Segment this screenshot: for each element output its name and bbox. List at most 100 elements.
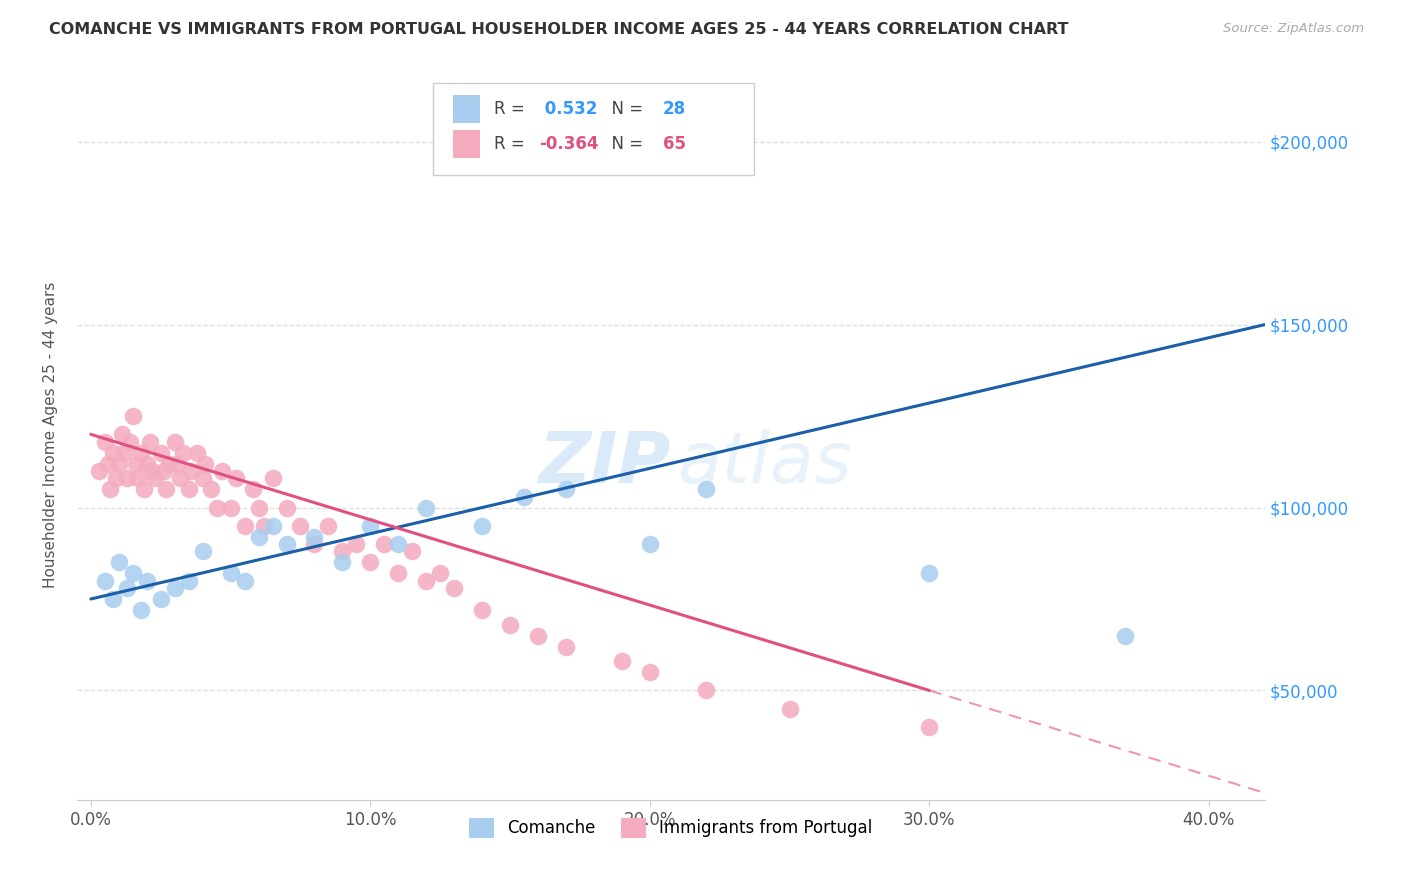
- Point: [157, 457, 180, 471]
- Point: [138, 434, 160, 449]
- Point: [97, 457, 120, 471]
- Point: [124, 457, 146, 471]
- Point: [211, 464, 233, 478]
- Point: [141, 464, 163, 478]
- Point: [262, 518, 284, 533]
- Point: [332, 555, 354, 569]
- Point: [115, 581, 138, 595]
- Point: [471, 603, 494, 617]
- Point: [191, 544, 214, 558]
- Point: [332, 544, 354, 558]
- Point: [155, 482, 177, 496]
- Point: [276, 537, 298, 551]
- Point: [186, 445, 208, 459]
- Point: [359, 518, 381, 533]
- Point: [290, 518, 312, 533]
- Point: [129, 603, 152, 617]
- Point: [118, 434, 141, 449]
- Point: [638, 665, 661, 680]
- Point: [121, 409, 143, 423]
- Point: [112, 445, 135, 459]
- Point: [135, 574, 157, 588]
- Point: [100, 482, 122, 496]
- Text: -0.364: -0.364: [538, 135, 599, 153]
- Text: Source: ZipAtlas.com: Source: ZipAtlas.com: [1223, 22, 1364, 36]
- Point: [163, 434, 186, 449]
- Point: [918, 720, 941, 734]
- Point: [695, 683, 717, 698]
- Point: [191, 471, 214, 485]
- Point: [149, 445, 172, 459]
- Point: [233, 518, 256, 533]
- Point: [242, 482, 264, 496]
- Point: [115, 471, 138, 485]
- Point: [373, 537, 395, 551]
- Point: [172, 445, 194, 459]
- Point: [247, 500, 270, 515]
- Point: [344, 537, 367, 551]
- Point: [225, 471, 247, 485]
- Point: [527, 629, 550, 643]
- Point: [401, 544, 423, 558]
- Point: [638, 537, 661, 551]
- Point: [513, 490, 536, 504]
- Text: N =: N =: [600, 100, 648, 118]
- Point: [107, 555, 129, 569]
- Point: [89, 464, 111, 478]
- Point: [149, 592, 172, 607]
- Text: COMANCHE VS IMMIGRANTS FROM PORTUGAL HOUSEHOLDER INCOME AGES 25 - 44 YEARS CORRE: COMANCHE VS IMMIGRANTS FROM PORTUGAL HOU…: [49, 22, 1069, 37]
- Point: [121, 566, 143, 581]
- Point: [219, 566, 242, 581]
- Point: [135, 457, 157, 471]
- Point: [415, 500, 437, 515]
- Point: [132, 482, 155, 496]
- Point: [610, 654, 633, 668]
- Point: [110, 427, 132, 442]
- Point: [233, 574, 256, 588]
- Point: [1114, 629, 1136, 643]
- Point: [94, 574, 117, 588]
- Text: 0.532: 0.532: [538, 100, 598, 118]
- Point: [387, 537, 409, 551]
- Point: [499, 617, 522, 632]
- Point: [152, 464, 174, 478]
- Point: [262, 471, 284, 485]
- Point: [163, 581, 186, 595]
- Point: [200, 482, 222, 496]
- Point: [429, 566, 451, 581]
- Point: [129, 445, 152, 459]
- Text: 65: 65: [662, 135, 686, 153]
- Point: [276, 500, 298, 515]
- Text: ZIP: ZIP: [538, 429, 671, 498]
- Point: [779, 702, 801, 716]
- Text: R =: R =: [494, 100, 530, 118]
- Point: [415, 574, 437, 588]
- Point: [127, 471, 149, 485]
- Text: N =: N =: [600, 135, 648, 153]
- Point: [318, 518, 340, 533]
- Point: [103, 445, 125, 459]
- Point: [443, 581, 465, 595]
- Point: [555, 640, 578, 654]
- Point: [105, 471, 128, 485]
- Text: 28: 28: [662, 100, 686, 118]
- Point: [143, 471, 166, 485]
- Legend: Comanche, Immigrants from Portugal: Comanche, Immigrants from Portugal: [463, 811, 879, 845]
- Point: [177, 574, 200, 588]
- FancyBboxPatch shape: [454, 95, 479, 123]
- Y-axis label: Householder Income Ages 25 - 44 years: Householder Income Ages 25 - 44 years: [44, 281, 58, 588]
- Point: [471, 518, 494, 533]
- Point: [555, 482, 578, 496]
- Point: [304, 537, 326, 551]
- Point: [194, 457, 217, 471]
- Point: [219, 500, 242, 515]
- Point: [177, 482, 200, 496]
- Point: [387, 566, 409, 581]
- Point: [103, 592, 125, 607]
- FancyBboxPatch shape: [454, 130, 479, 158]
- Text: atlas: atlas: [676, 429, 852, 498]
- Point: [107, 457, 129, 471]
- Point: [166, 457, 188, 471]
- Text: R =: R =: [494, 135, 530, 153]
- Point: [247, 530, 270, 544]
